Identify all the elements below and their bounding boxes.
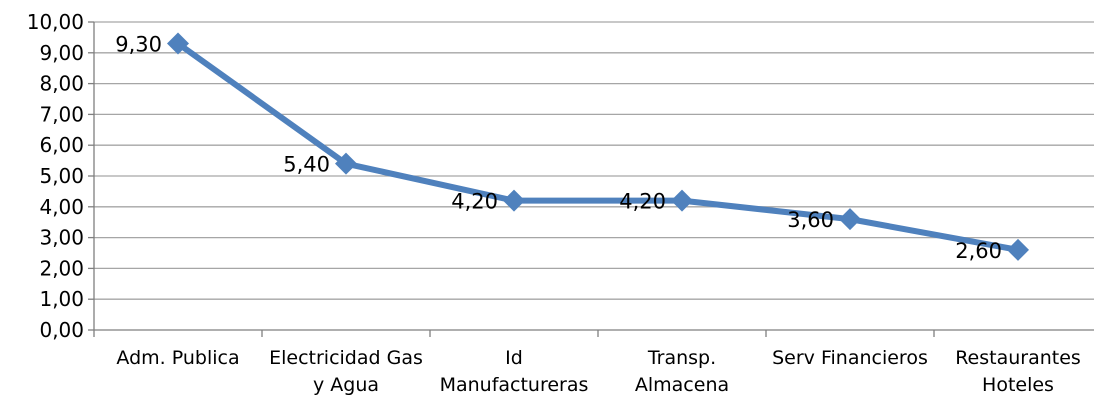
y-axis-tick-labels: 0,00 1,00 2,00 3,00 4,00 5,00 6,00 7,00 8,00 9,00… — [27, 10, 84, 342]
series-line-group — [167, 32, 1029, 261]
y-tick-label: 1,00 — [39, 287, 84, 311]
x-category-label: Adm. Publica — [116, 347, 239, 369]
x-category-label: Id Manufactureras — [440, 347, 589, 396]
y-tick-label: 6,00 — [39, 133, 84, 157]
x-category-label-line: Electricidad Gas — [269, 347, 423, 369]
y-tick-label: 8,00 — [39, 72, 84, 96]
x-axis-category-labels: Adm. Publica Electricidad Gas y Agua Id Manu… — [116, 347, 1080, 396]
x-category-label-line: Manufactureras — [440, 374, 589, 396]
data-point-marker — [335, 152, 357, 175]
y-tick-label: 0,00 — [39, 318, 84, 342]
x-category-label-line: Restaurantes — [955, 347, 1081, 369]
data-point-marker — [167, 32, 189, 55]
x-category-label-line: Transp. — [647, 347, 716, 369]
y-tick-label: 9,00 — [39, 41, 84, 65]
axes — [88, 21, 1094, 337]
gridlines — [94, 21, 1094, 300]
data-label: 4,20 — [619, 190, 666, 214]
y-tick-label: 4,00 — [39, 195, 84, 219]
series-line — [176, 41, 1019, 253]
data-point-marker — [1007, 238, 1029, 261]
x-category-label: Serv Financieros — [772, 347, 928, 369]
data-label: 5,40 — [283, 153, 330, 177]
x-category-label: Transp. Almacena — [635, 347, 729, 396]
x-category-label-line: Serv Financieros — [772, 347, 928, 369]
data-point-marker — [671, 189, 693, 212]
data-label: 9,30 — [115, 33, 162, 57]
y-tick-label: 3,00 — [39, 226, 84, 250]
x-category-label: Electricidad Gas y Agua — [269, 347, 423, 396]
y-tick-label: 10,00 — [27, 10, 84, 34]
x-category-label: Restaurantes Hoteles — [955, 347, 1081, 396]
data-point-marker — [503, 189, 525, 212]
x-category-label-line: Hoteles — [982, 374, 1054, 396]
x-category-label-line: y Agua — [313, 374, 379, 396]
data-label: 3,60 — [787, 208, 834, 232]
data-point-marker — [839, 208, 861, 231]
y-tick-label: 5,00 — [39, 164, 84, 188]
x-category-label-line: Adm. Publica — [116, 347, 239, 369]
data-labels: 9,30 5,40 4,20 4,20 3,60 2,60 — [115, 33, 1002, 263]
data-label: 2,60 — [955, 239, 1002, 263]
x-category-label-line: Id — [505, 347, 523, 369]
y-tick-label: 7,00 — [39, 102, 84, 126]
x-category-label-line: Almacena — [635, 374, 729, 396]
y-tick-label: 2,00 — [39, 256, 84, 280]
data-label: 4,20 — [451, 190, 498, 214]
